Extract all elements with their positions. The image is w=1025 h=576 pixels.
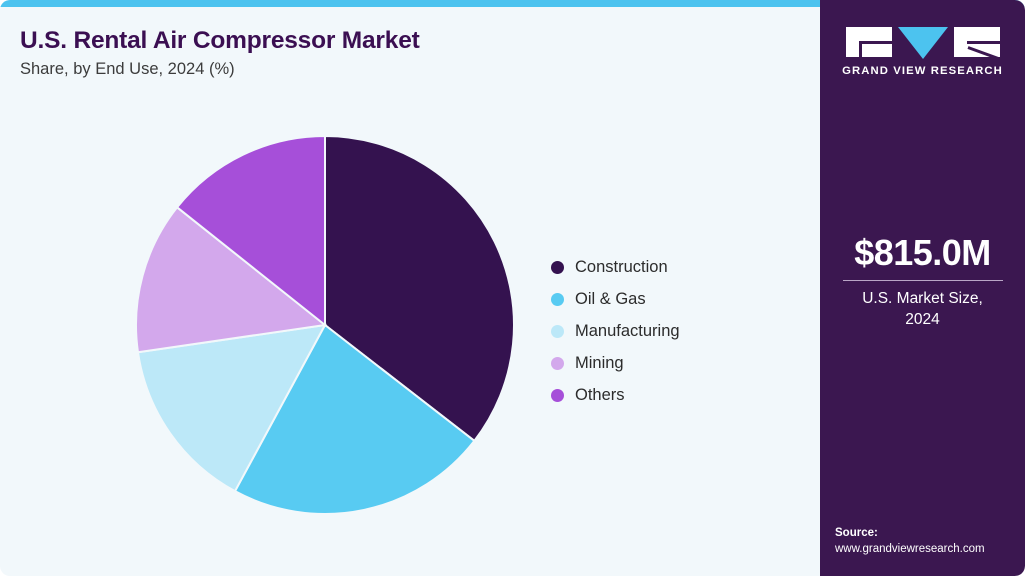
- pie-slice: [175, 136, 326, 328]
- brand-side-panel: GRAND VIEW RESEARCH $815.0M U.S. Market …: [820, 0, 1025, 576]
- page-subtitle: Share, by End Use, 2024 (%): [20, 60, 235, 78]
- pie-chart-svg: [136, 136, 514, 514]
- logo-wordmark: GRAND VIEW RESEARCH: [842, 65, 1003, 77]
- legend-swatch-icon: [551, 324, 564, 338]
- chart-legend: Construction Oil & Gas Manufacturing Mining…: [551, 251, 781, 411]
- legend-item-label: Mining: [575, 353, 624, 372]
- logo-letter-r-icon: [953, 27, 1000, 57]
- market-size-value: $815.0M: [854, 232, 991, 273]
- legend-swatch-icon: [551, 388, 564, 402]
- top-accent-bar: [0, 0, 1025, 7]
- legend-item[interactable]: Mining: [551, 347, 781, 379]
- brand-logo: GRAND VIEW RESEARCH: [820, 27, 1025, 77]
- legend-item[interactable]: Oil & Gas: [551, 283, 781, 315]
- pie-slice: [136, 323, 327, 493]
- legend-swatch-icon: [551, 292, 564, 306]
- legend-item-label: Oil & Gas: [575, 289, 646, 308]
- legend-item[interactable]: Construction: [551, 251, 781, 283]
- legend-item-label: Construction: [575, 257, 668, 276]
- logo-marks: [820, 27, 1025, 59]
- pie-chart: [136, 136, 514, 514]
- source-label: Source:: [835, 526, 878, 539]
- legend-item[interactable]: Manufacturing: [551, 315, 781, 347]
- page-title: U.S. Rental Air Compressor Market: [20, 27, 420, 54]
- market-size-caption: U.S. Market Size, 2024: [820, 289, 1025, 331]
- pie-slice: [233, 323, 476, 514]
- market-size-callout: $815.0M U.S. Market Size, 2024: [820, 233, 1025, 330]
- chart-content-pane: U.S. Rental Air Compressor Market Share,…: [20, 27, 781, 514]
- legend-swatch-icon: [551, 260, 564, 274]
- pie-slice: [136, 205, 328, 354]
- legend-item-label: Others: [575, 385, 625, 404]
- pie-slice: [324, 136, 514, 443]
- market-size-caption-line1: U.S. Market Size,: [862, 289, 983, 307]
- market-size-caption-line2: 2024: [905, 310, 940, 328]
- legend-item-label: Manufacturing: [575, 321, 680, 340]
- source-block: Source: www.grandviewresearch.com: [835, 525, 1025, 558]
- divider: [842, 279, 1003, 281]
- legend-item[interactable]: Others: [551, 379, 781, 411]
- logo-letter-v-triangle-icon: [897, 27, 948, 59]
- logo-letter-g-icon: [845, 27, 892, 57]
- source-url[interactable]: www.grandviewresearch.com: [835, 543, 985, 556]
- legend-swatch-icon: [551, 356, 564, 370]
